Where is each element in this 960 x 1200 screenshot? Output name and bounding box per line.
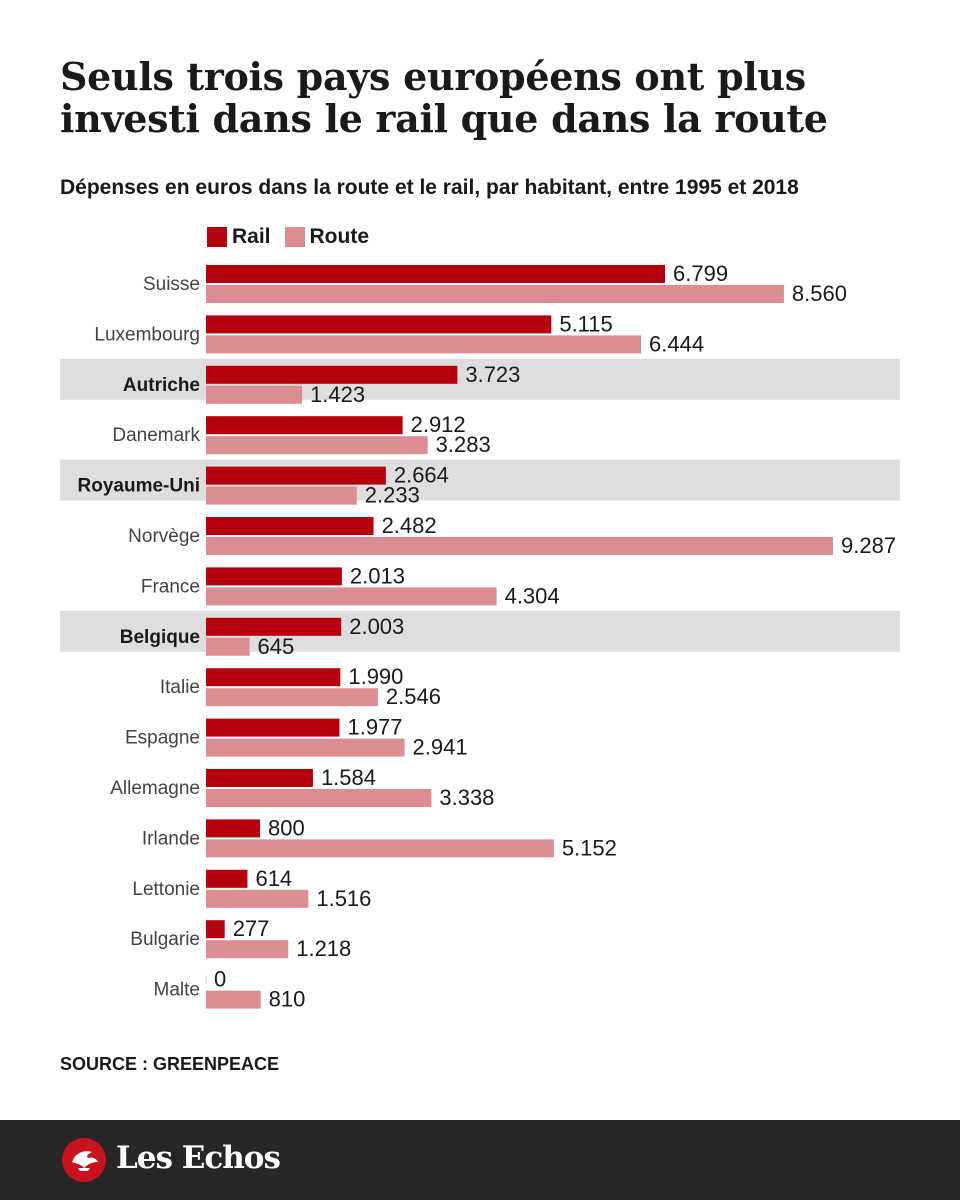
category-label-malte: Malte (154, 980, 200, 1001)
value-label-route-danemark: 3.283 (436, 432, 491, 457)
bar-route-bulgarie (206, 940, 289, 959)
value-label-route-allemagne: 3.338 (439, 785, 494, 810)
bar-route-norvege (206, 537, 833, 555)
category-label-italie: Italie (160, 677, 200, 698)
value-label-rail-italie: 1.990 (348, 664, 403, 689)
category-label-danemark: Danemark (112, 425, 200, 446)
value-label-route-suisse: 8.560 (792, 281, 847, 306)
value-label-route-royaume-uni: 2.233 (365, 483, 420, 508)
bar-rail-bulgarie (206, 920, 225, 939)
bar-route-luxembourg (206, 335, 642, 354)
legend-label-route: Route (309, 225, 370, 248)
bar-route-italie (206, 688, 378, 707)
bar-route-lettonie (206, 889, 309, 908)
bar-route-espagne (206, 738, 405, 757)
bar-rail-lettonie (206, 869, 248, 888)
category-label-irlande: Irlande (142, 828, 200, 849)
category-label-belgique: Belgique (120, 627, 200, 648)
value-label-route-belgique: 645 (258, 634, 295, 659)
value-label-rail-danemark: 2.912 (411, 412, 466, 437)
value-label-rail-irlande: 800 (268, 815, 305, 840)
category-label-suisse: Suisse (143, 274, 200, 295)
value-label-route-malte: 810 (269, 987, 306, 1012)
value-label-rail-norvege: 2.482 (382, 513, 437, 538)
value-label-rail-belgique: 2.003 (349, 614, 404, 639)
value-label-rail-allemagne: 1.584 (321, 765, 376, 790)
bar-rail-luxembourg (206, 315, 552, 334)
category-label-bulgarie: Bulgarie (130, 929, 200, 950)
footer-bar: Les Echos (0, 1120, 960, 1200)
category-label-luxembourg: Luxembourg (94, 324, 200, 345)
legend: Rail Route (207, 225, 369, 249)
value-label-rail-bulgarie: 277 (233, 916, 270, 941)
bar-rail-suisse (206, 265, 666, 283)
bar-rail-irlande (206, 819, 261, 838)
bar-rail-espagne (206, 718, 340, 737)
bar-route-autriche (206, 385, 303, 404)
value-label-rail-suisse: 6.799 (673, 261, 728, 286)
bar-route-malte (206, 990, 261, 1009)
legend-label-rail: Rail (232, 225, 271, 248)
value-label-rail-malte: 0 (214, 967, 226, 992)
highlight-band-autriche (60, 358, 900, 400)
bar-rail-autriche (206, 365, 458, 384)
les-echos-logo-icon (62, 1138, 106, 1182)
value-label-route-bulgarie: 1.218 (296, 936, 351, 961)
source-note: SOURCE : GREENPEACE (60, 1054, 280, 1074)
value-label-rail-espagne: 1.977 (347, 715, 402, 740)
highlight-band-royaume-uni (60, 459, 900, 501)
value-label-route-norvege: 9.287 (841, 533, 896, 558)
value-label-route-irlande: 5.152 (562, 835, 617, 860)
chart-subtitle: Dépenses en euros dans la route et le ra… (60, 176, 799, 199)
bar-route-belgique (206, 637, 250, 656)
bar-route-allemagne (206, 789, 432, 807)
category-label-royaume-uni: Royaume-Uni (78, 476, 200, 497)
legend-item-rail: Rail (207, 225, 271, 249)
value-label-rail-lettonie: 614 (255, 866, 292, 891)
value-label-route-espagne: 2.941 (413, 735, 468, 760)
value-label-route-luxembourg: 6.444 (649, 331, 704, 356)
category-label-autriche: Autriche (123, 375, 200, 396)
bar-rail-allemagne (206, 769, 313, 787)
bar-route-danemark (206, 436, 428, 455)
value-label-route-autriche: 1.423 (310, 382, 365, 407)
bar-rail-norvege (206, 517, 374, 535)
category-label-lettonie: Lettonie (132, 879, 200, 900)
brand-name: Les Echos (116, 1140, 281, 1176)
bar-rail-belgique (206, 617, 342, 636)
value-label-route-italie: 2.546 (386, 684, 441, 709)
category-label-norvege: Norvège (128, 526, 200, 547)
bar-rail-italie (206, 668, 341, 687)
bar-route-suisse (206, 285, 784, 303)
value-label-rail-royaume-uni: 2.664 (394, 463, 449, 488)
highlight-band-belgique (60, 610, 900, 652)
value-label-rail-france: 2.013 (350, 563, 405, 588)
legend-swatch-route (284, 227, 305, 247)
value-label-rail-luxembourg: 5.115 (559, 311, 612, 336)
bar-route-france (206, 587, 497, 606)
bar-chart: Suisse 6.799 8.560 Luxembourg 5.115 6.444 Autr… (60, 261, 900, 1012)
chart-title: Seuls trois pays européens ont plus inve… (60, 54, 828, 141)
bar-rail-royaume-uni (206, 466, 386, 485)
bar-route-royaume-uni (206, 486, 357, 505)
legend-swatch-rail (207, 227, 227, 247)
category-label-france: France (141, 576, 200, 597)
bar-route-irlande (206, 839, 554, 858)
category-label-allemagne: Allemagne (110, 778, 200, 799)
legend-item-route: Route (284, 225, 370, 249)
bar-rail-france (206, 567, 342, 586)
value-label-rail-autriche: 3.723 (465, 362, 520, 387)
value-label-route-france: 4.304 (505, 583, 560, 608)
bar-rail-danemark (206, 416, 403, 435)
value-label-route-lettonie: 1.516 (316, 886, 371, 911)
category-label-espagne: Espagne (125, 728, 200, 749)
